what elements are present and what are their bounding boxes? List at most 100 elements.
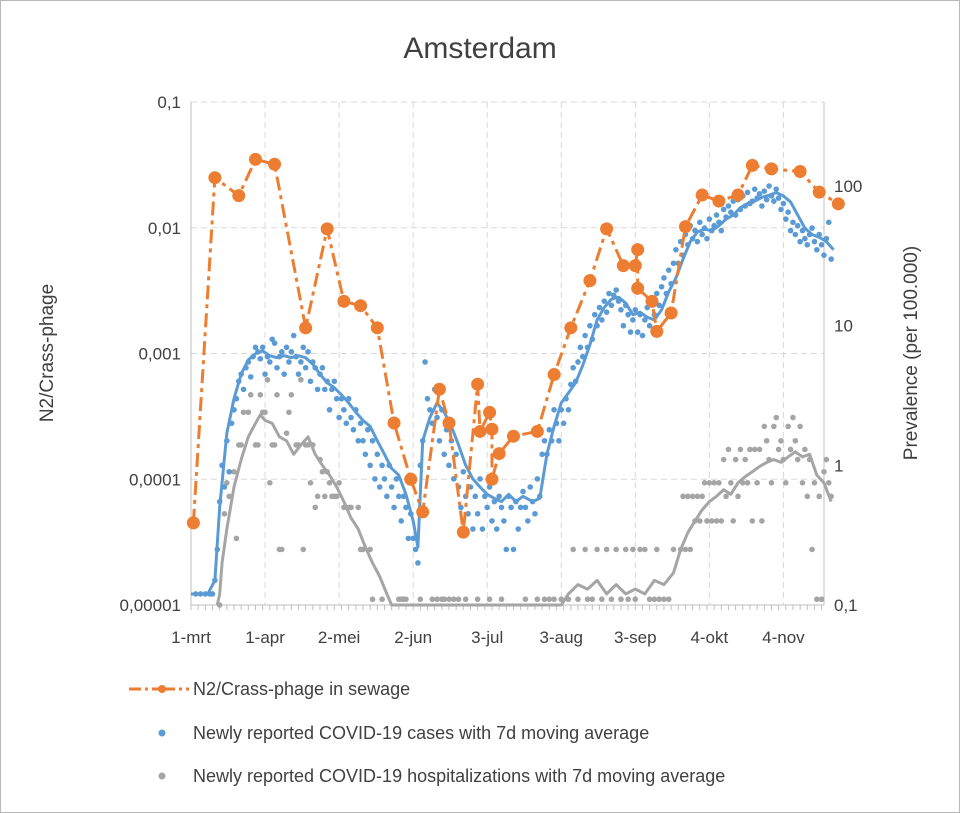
hospitalization-point [778, 437, 784, 444]
hospitalization-point [314, 493, 321, 500]
hospitalization-point [247, 392, 254, 398]
case-point [295, 371, 302, 377]
hospitalization-point [775, 446, 782, 453]
case-point [372, 476, 378, 482]
hospitalization-point [730, 518, 737, 524]
hospitalization-point [625, 596, 631, 603]
hospitalization-point [759, 518, 765, 524]
sewage-point [583, 274, 597, 288]
case-point [281, 371, 287, 377]
x-tick-label: 3-jul [471, 628, 503, 647]
case-point [489, 518, 495, 524]
hospitalization-point [326, 480, 333, 486]
case-point [422, 359, 428, 365]
hospitalization-point [613, 546, 619, 553]
hospitalization-point [716, 480, 722, 486]
case-point [288, 349, 295, 355]
x-tick-label: 2-mei [318, 628, 361, 647]
case-point [271, 340, 278, 346]
hospitalization-point [474, 596, 481, 603]
hospitalization-point [704, 518, 710, 524]
case-point [618, 307, 624, 313]
sewage-point [731, 188, 745, 202]
case-point [393, 476, 400, 482]
case-point [341, 406, 347, 413]
case-point [591, 311, 598, 318]
case-point [496, 493, 502, 500]
case-moving-average [191, 190, 835, 596]
case-point [460, 468, 467, 475]
case-point [630, 317, 636, 323]
case-point [498, 504, 505, 511]
case-point [525, 518, 531, 524]
hospitalization-point [642, 546, 648, 553]
hospitalization-point [321, 493, 328, 500]
hospitalization-point [825, 480, 832, 486]
legend-label-sewage: N2/Crass-phage in sewage [193, 679, 410, 699]
case-point [286, 359, 292, 365]
hospitalization-point [288, 392, 295, 398]
y-tick-label: 0,00001 [120, 596, 181, 615]
legend-label-hospitalizations: Newly reported COVID-19 hospitalizations… [193, 766, 725, 786]
sewage-point [416, 505, 430, 519]
case-point [367, 462, 373, 469]
y2-tick-label: 100 [834, 177, 862, 196]
hospitalization-point [255, 442, 261, 448]
hospitalization-point [687, 546, 694, 553]
case-point [527, 484, 533, 490]
hospitalization-point [682, 546, 689, 553]
case-point [756, 191, 763, 197]
case-point [369, 437, 376, 444]
case-point [539, 451, 545, 458]
case-point [665, 267, 672, 273]
case-point [520, 488, 526, 495]
case-point [725, 203, 732, 209]
sewage-point [208, 171, 222, 185]
hospitalization-point [534, 596, 541, 603]
sewage-point [695, 188, 709, 202]
hospitalization-point [711, 480, 717, 486]
sewage-point [547, 368, 561, 382]
sewage-point [712, 194, 726, 208]
hospitalization-point [823, 456, 830, 463]
legend: N2/Crass-phage in sewage Newly reported … [129, 679, 725, 786]
case-point [398, 518, 405, 524]
x-tick-label: 4-nov [762, 628, 805, 647]
case-point [759, 203, 765, 209]
sewage-point [650, 324, 664, 338]
tick-labels: 0,00001 0,0001 0,001 0,01 0,1 1-mrt 1-apr 2-mei… [120, 93, 863, 647]
hospitalization-point [632, 596, 639, 603]
sewage-point [432, 382, 446, 396]
sewage-point [370, 321, 384, 335]
sewage-point [793, 165, 807, 179]
case-point [470, 526, 476, 532]
case-point [501, 518, 507, 524]
hospitalization-point [699, 493, 705, 500]
x-tick-label: 1-apr [245, 628, 285, 647]
case-point [326, 406, 333, 413]
case-point [818, 241, 825, 248]
case-point [357, 420, 364, 427]
sewage-point [354, 299, 368, 313]
sewage-point [812, 185, 826, 199]
hospitalization-point [744, 480, 751, 486]
hospitalization-point [816, 493, 823, 500]
case-point [283, 344, 290, 351]
hospitalization-point [333, 493, 340, 500]
hospitalization-point [348, 504, 354, 511]
sewage-point [337, 294, 351, 308]
hospitalization-point [653, 546, 660, 553]
case-point [720, 206, 727, 213]
sewage-point [506, 429, 520, 443]
hospitalization-point [498, 596, 505, 603]
case-point [532, 510, 538, 517]
case-point [761, 188, 768, 194]
case-point [751, 186, 758, 192]
case-point [642, 317, 648, 323]
hospitalization-point [735, 493, 741, 500]
hospitalization-point [814, 596, 820, 603]
case-point [728, 209, 734, 215]
case-point [374, 451, 381, 458]
case-point [534, 476, 541, 482]
case-point [508, 504, 514, 511]
